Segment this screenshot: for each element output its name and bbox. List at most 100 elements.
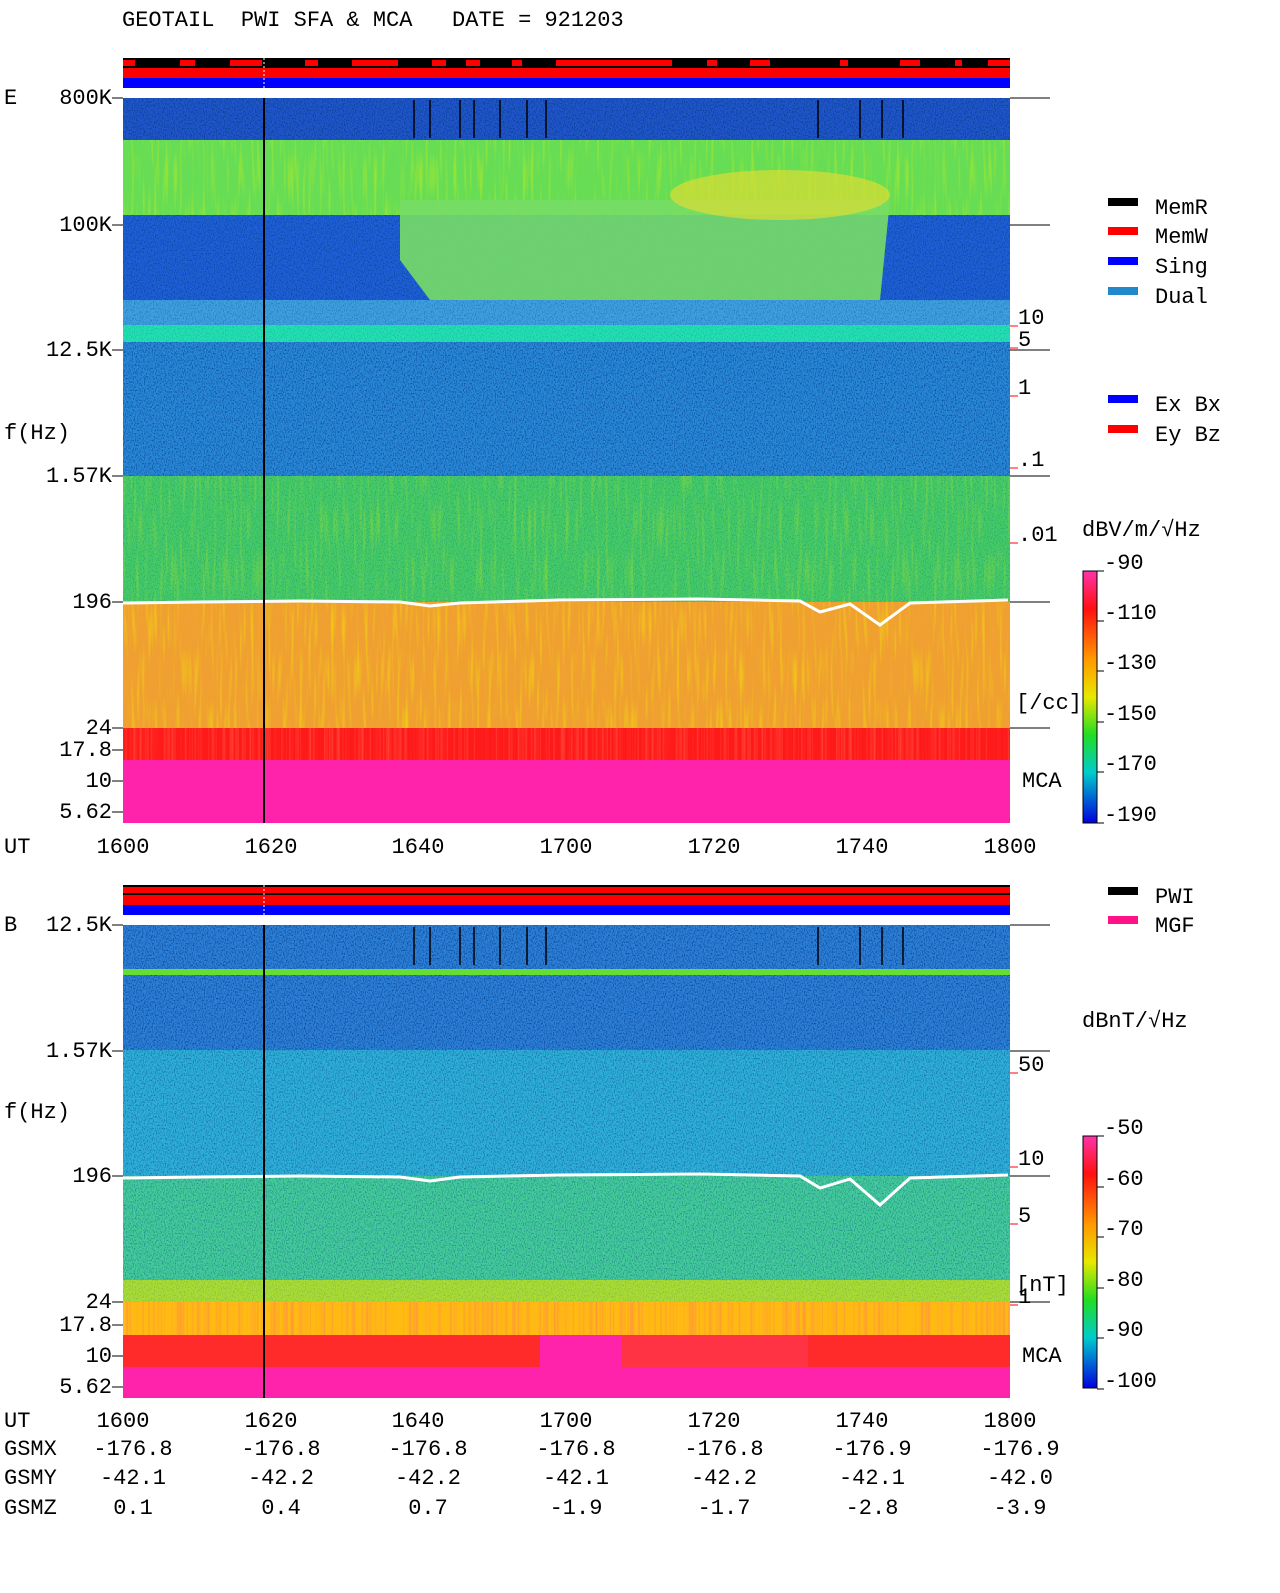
colorbar [1082, 1135, 1098, 1389]
memory-segment [900, 60, 920, 66]
orbit-value: -176.8 [241, 1437, 320, 1462]
memory-segment [305, 60, 318, 66]
y-tick-label: 17.8 [59, 1313, 112, 1338]
x-tick-label: 1800 [984, 1409, 1037, 1434]
orbit-value: -42.2 [691, 1466, 757, 1491]
colorbar-tick-label: -60 [1104, 1167, 1144, 1192]
legend-swatch [1108, 425, 1138, 433]
orbit-value: -3.9 [994, 1496, 1047, 1521]
x-axis-label: UT [4, 835, 30, 860]
y-tick-label: 24 [86, 716, 112, 741]
emission [123, 602, 1010, 728]
colorbar-tick-label: -90 [1104, 551, 1144, 576]
spectrum-band [123, 1367, 1010, 1398]
legend-label: Sing [1155, 255, 1208, 280]
side-unit: [/cc] [1016, 691, 1082, 716]
legend-swatch [1108, 395, 1138, 403]
y-tick-label: 10 [86, 769, 112, 794]
emission [670, 170, 890, 220]
legend-label: MemR [1155, 196, 1208, 221]
colorbar-tick-label: -100 [1104, 1369, 1157, 1394]
mca [123, 1302, 1010, 1335]
orbit-value: -2.8 [846, 1496, 899, 1521]
x-tick-label: 1720 [688, 835, 741, 860]
y-tick-label: 800K [59, 86, 113, 111]
x-tick-label: 1700 [540, 1409, 593, 1434]
orbit-value: 0.1 [113, 1496, 153, 1521]
y-axis-label: f(Hz) [4, 1100, 70, 1125]
side-tick-label: 5 [1018, 1204, 1031, 1229]
x-axis-label: UT [4, 1409, 30, 1434]
colorbar-tick-label: -70 [1104, 1217, 1144, 1242]
x-tick-label: 1600 [97, 835, 150, 860]
x-tick-label: 1620 [245, 1409, 298, 1434]
memory-segment [707, 60, 717, 66]
x-tick-label: 1620 [245, 835, 298, 860]
y-tick-label: 5.62 [59, 1375, 112, 1400]
write-bar [123, 68, 1010, 78]
colorbar-unit: dBV/m/√Hz [1082, 518, 1201, 543]
side-tick-label: 10 [1018, 306, 1044, 331]
x-tick-label: 1720 [688, 1409, 741, 1434]
y-tick-label: 1.57K [46, 464, 113, 489]
spectrum-noise [123, 925, 1010, 1050]
y-tick-label: 10 [86, 1344, 112, 1369]
memory-segment [750, 60, 770, 66]
orbit-label: GSMZ [4, 1496, 57, 1521]
x-tick-label: 1740 [836, 1409, 889, 1434]
mca [622, 1335, 808, 1367]
spectrum-noise [123, 1050, 1010, 1176]
orbit-value: -42.2 [248, 1466, 314, 1491]
memory-segment [352, 60, 398, 66]
colorbar-tick-label: -190 [1104, 803, 1157, 828]
orbit-value: -176.8 [388, 1437, 467, 1462]
colorbar [1082, 570, 1098, 824]
memory-segment [230, 60, 262, 66]
cyclotron-line [122, 1172, 1009, 1208]
x-tick-label: 1640 [392, 1409, 445, 1434]
memory-segment [512, 60, 522, 66]
legend-label: Ex Bx [1155, 393, 1221, 418]
orbit-value: 0.7 [408, 1496, 448, 1521]
orbit-label: GSMX [4, 1437, 57, 1462]
spectrum-noise [123, 300, 1010, 325]
orbit-value: -42.1 [100, 1466, 166, 1491]
legend-label: Dual [1155, 285, 1208, 310]
colorbar-unit: dBnT/√Hz [1082, 1009, 1188, 1034]
spectrum-noise [123, 1280, 1010, 1302]
colorbar-tick-label: -80 [1104, 1268, 1144, 1293]
side-tick-label: .01 [1018, 523, 1058, 548]
x-tick-label: 1700 [540, 835, 593, 860]
orbit-label: GSMY [4, 1466, 57, 1491]
x-tick-label: 1800 [984, 835, 1037, 860]
y-tick-label: 1.57K [46, 1039, 113, 1064]
colorbar-tick-label: -130 [1104, 651, 1157, 676]
legend-swatch [1108, 198, 1138, 206]
y-tick-label: 12.5K [46, 913, 113, 938]
memory-segment [123, 60, 135, 66]
spectrum-noise [123, 342, 1010, 476]
emission [123, 476, 1010, 602]
spectrograms [122, 58, 1010, 1398]
side-tick-label: .1 [1018, 448, 1044, 473]
colorbar-tick-label: -90 [1104, 1318, 1144, 1343]
cyclotron-line [122, 597, 1009, 627]
title: GEOTAIL PWI SFA & MCA DATE = 921203 [122, 8, 624, 33]
legend-swatch [1108, 887, 1138, 895]
memory-segment [988, 60, 1010, 66]
y-tick-label: 24 [86, 1290, 112, 1315]
panel-label: B [4, 913, 17, 938]
legend-swatch [1108, 916, 1138, 924]
y-tick-label: 12.5K [46, 338, 113, 363]
emission [400, 200, 890, 320]
orbit-value: -176.9 [980, 1437, 1059, 1462]
orbit-value: -42.0 [987, 1466, 1053, 1491]
y-tick-label: 196 [72, 1164, 112, 1189]
colorbar-tick-label: -110 [1104, 601, 1157, 626]
y-tick-label: 196 [72, 590, 112, 615]
y-tick-label: 100K [59, 213, 113, 238]
spectrum-noise [123, 1176, 1010, 1280]
panel-label: E [4, 86, 17, 111]
